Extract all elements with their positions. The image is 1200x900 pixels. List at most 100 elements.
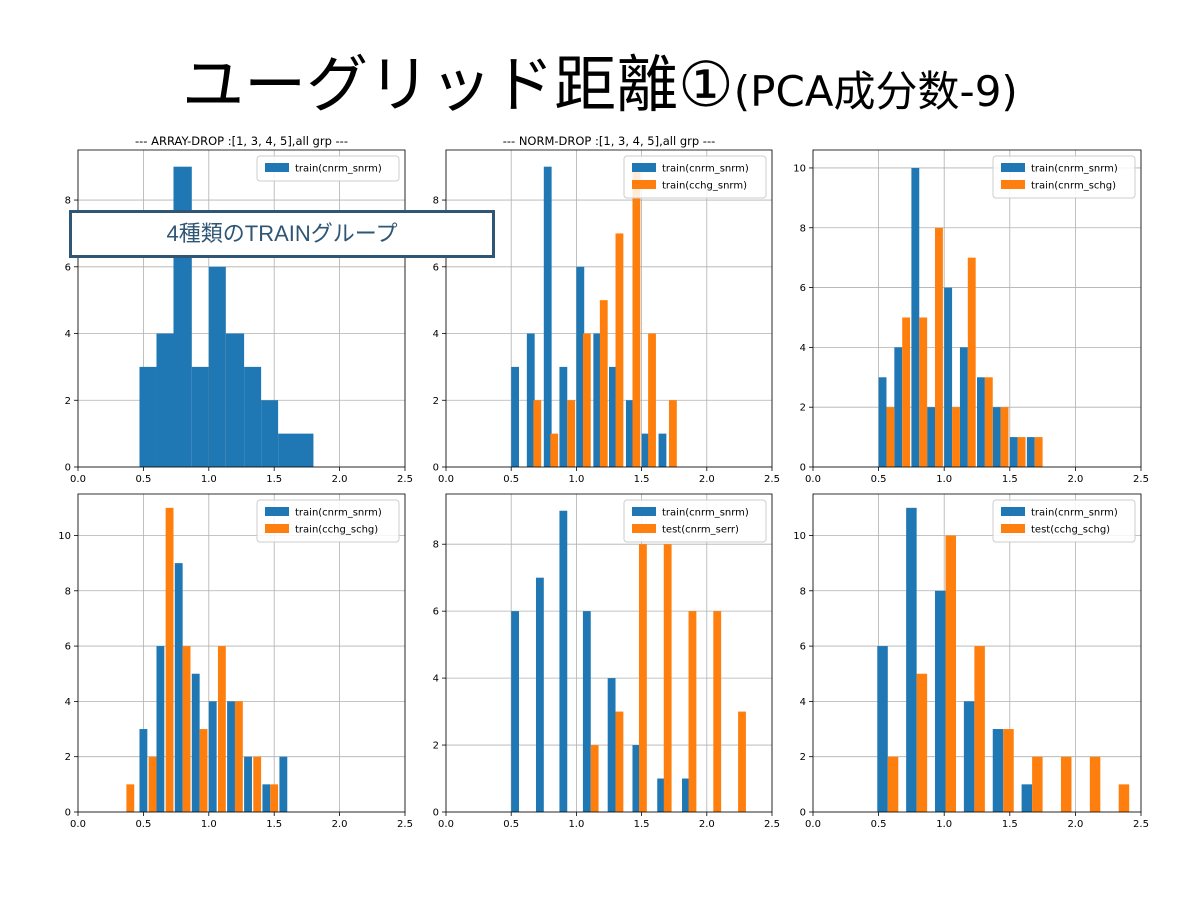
histogram-bar <box>738 711 746 812</box>
histogram-bar <box>977 377 985 467</box>
histogram-bar <box>543 166 552 467</box>
y-tick-label: 2 <box>800 403 806 414</box>
y-tick-label: 4 <box>65 329 71 340</box>
y-tick-label: 8 <box>65 196 71 207</box>
x-tick-label: 2.5 <box>1133 819 1149 830</box>
y-tick-label: 10 <box>793 163 806 174</box>
x-tick-label: 1.0 <box>201 474 217 485</box>
histogram-bar <box>139 729 148 812</box>
legend-entry: test(cchg_schg) <box>1031 525 1110 536</box>
histogram-bar <box>648 333 656 467</box>
legend: train(cnrm_snrm) train(cchg_schg) <box>256 499 400 543</box>
histogram-bar <box>632 745 641 812</box>
histogram-bar <box>992 729 1004 812</box>
y-tick-label: 10 <box>58 531 71 542</box>
histogram-bar <box>590 745 599 812</box>
histogram-chart-4: 0.0 0.5 1.0 1.5 2.0 2.5 0 2 4 6 8 10 train(cnrm_snrm… <box>58 493 413 830</box>
histogram-bar <box>625 400 634 467</box>
histogram-bar <box>919 317 928 467</box>
y-tick-label: 0 <box>800 463 806 474</box>
histogram-bar <box>139 366 157 467</box>
plot-frame <box>77 149 406 468</box>
histogram-bar <box>663 544 672 812</box>
histogram-bar <box>902 317 911 467</box>
histogram-bar <box>582 611 591 812</box>
y-tick-label: 6 <box>433 607 439 618</box>
histogram-bar <box>1009 437 1018 467</box>
histogram-bar <box>1017 437 1026 467</box>
plot-frame <box>812 149 1142 468</box>
x-tick-label: 1.0 <box>568 819 584 830</box>
x-tick-label: 2.0 <box>1067 819 1083 830</box>
histogram-bar <box>992 407 1001 467</box>
histogram-bar <box>244 366 262 467</box>
legend-entry: train(cnrm_schg) <box>1031 181 1116 192</box>
histogram-bar <box>974 646 985 812</box>
legend-box <box>256 155 400 182</box>
histogram-bar <box>878 377 887 467</box>
x-tick-label: 1.0 <box>568 474 584 485</box>
legend-swatch <box>1001 163 1025 172</box>
histogram-bar <box>927 407 936 467</box>
y-tick-label: 6 <box>433 262 439 273</box>
legend-swatch <box>265 524 289 533</box>
x-tick-label: 2.0 <box>332 474 348 485</box>
histogram-bar <box>559 510 568 812</box>
legend-box <box>623 499 767 543</box>
histogram-chart-6: 0.0 0.5 1.0 1.5 2.0 2.5 0 2 4 6 8 10 train(cnrm_snrm… <box>793 493 1149 830</box>
x-tick-label: 0.5 <box>871 819 887 830</box>
x-tick-label: 0.0 <box>70 474 86 485</box>
plot-frame <box>77 493 406 813</box>
plot-frame <box>445 149 773 468</box>
histogram-bar <box>945 535 957 812</box>
histogram-bar <box>165 507 174 812</box>
y-tick-label: 6 <box>65 642 71 653</box>
histogram-bar <box>593 333 602 467</box>
x-tick-label: 1.0 <box>201 819 217 830</box>
legend-swatch <box>1001 507 1025 516</box>
y-tick-label: 8 <box>800 586 806 597</box>
legend: train(cnrm_snrm) train(cchg_snrm) <box>623 155 767 199</box>
y-tick-label: 4 <box>433 329 439 340</box>
histogram-bar <box>887 756 899 812</box>
legend-swatch <box>1001 180 1025 189</box>
histogram-bar <box>227 701 235 812</box>
legend-entry: train(cnrm_snrm) <box>1031 164 1118 175</box>
y-tick-label: 8 <box>65 586 71 597</box>
x-tick-label: 0.0 <box>438 819 454 830</box>
x-tick-label: 2.5 <box>397 819 413 830</box>
histogram-bar <box>713 611 722 812</box>
legend-swatch <box>632 524 656 533</box>
legend: train(cnrm_snrm) train(cnrm_schg) <box>992 155 1136 199</box>
histogram-bar <box>1089 756 1101 812</box>
y-tick-label: 6 <box>800 642 806 653</box>
histogram-bar <box>148 756 157 812</box>
y-tick-label: 0 <box>800 808 806 819</box>
x-tick-label: 1.5 <box>634 819 650 830</box>
y-tick-label: 0 <box>433 463 439 474</box>
histogram-bar <box>886 407 895 467</box>
legend: train(cnrm_snrm) <box>256 155 400 182</box>
histogram-bar <box>952 407 960 467</box>
histogram-bar <box>511 611 520 812</box>
histogram-bar <box>199 729 208 812</box>
histogram-bar <box>1000 407 1009 467</box>
x-tick-label: 2.0 <box>699 474 715 485</box>
histogram-chart-3: 0.0 0.5 1.0 1.5 2.0 2.5 0 2 4 6 8 10 train(cnrm_snrm… <box>793 149 1149 485</box>
histogram-bar <box>1118 784 1130 812</box>
histogram-bar <box>253 756 262 812</box>
x-tick-label: 1.5 <box>634 474 650 485</box>
histogram-bar <box>668 400 677 467</box>
histogram-chart-2: 0.0 0.5 1.0 1.5 2.0 2.5 0 2 4 6 8 --- NORM-DROP :[1… <box>433 134 780 485</box>
x-tick-label: 1.0 <box>936 474 952 485</box>
histogram-bar <box>944 287 953 467</box>
slide-title-main: ユーグリッド距離① <box>182 48 734 121</box>
histogram-bar <box>963 701 975 812</box>
slide-title: ユーグリッド距離①(PCA成分数-9) <box>0 40 1200 130</box>
histogram-bar <box>550 433 559 467</box>
histogram-bar <box>1021 784 1033 812</box>
histogram-bar <box>533 400 542 467</box>
histogram-bar <box>911 167 920 467</box>
legend-entry: train(cchg_schg) <box>295 525 378 536</box>
histogram-bar <box>208 266 226 467</box>
